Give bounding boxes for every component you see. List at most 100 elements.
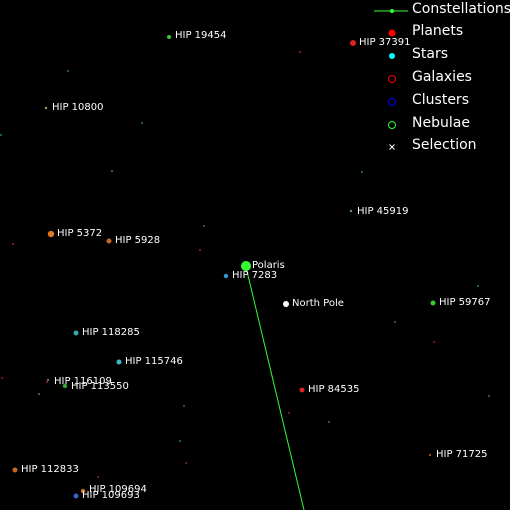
sky-object[interactable]: Polaris xyxy=(241,260,285,271)
constellation-line xyxy=(245,266,305,510)
faint-star xyxy=(12,243,14,245)
star-marker[interactable] xyxy=(106,238,112,244)
star-marker[interactable] xyxy=(12,467,18,473)
faint-star xyxy=(1,377,3,379)
star-label: HIP 5928 xyxy=(115,235,160,246)
star-label: HIP 7283 xyxy=(232,270,277,281)
faint-star xyxy=(288,412,290,414)
sky-object[interactable]: HIP 19454 xyxy=(167,30,227,41)
star-label: HIP 84535 xyxy=(308,384,360,395)
sky-object[interactable]: HIP 5928 xyxy=(106,235,161,246)
north-pole-marker[interactable] xyxy=(283,301,289,307)
faint-star xyxy=(199,249,201,251)
star-label: HIP 109694 xyxy=(89,484,147,495)
star-marker[interactable] xyxy=(73,330,79,336)
star-dot-icon xyxy=(389,53,395,59)
legend-label: Planets xyxy=(412,23,464,39)
background-stars xyxy=(0,51,490,478)
sky-object[interactable]: HIP 37391 xyxy=(350,37,411,48)
star-marker[interactable] xyxy=(350,40,356,46)
legend-label: Selection xyxy=(412,137,477,153)
planet-dot-icon xyxy=(388,29,396,37)
faint-star xyxy=(299,51,301,53)
constellation-line-icon xyxy=(374,9,408,13)
faint-star xyxy=(46,381,48,383)
legend-item-constellations[interactable]: Constellations xyxy=(370,0,510,22)
faint-star xyxy=(97,476,99,478)
star-marker[interactable] xyxy=(430,300,436,306)
faint-star xyxy=(183,405,185,407)
legend: Constellations Planets Stars Galaxies Cl… xyxy=(370,0,510,160)
legend-item-planets[interactable]: Planets xyxy=(370,22,510,44)
faint-star xyxy=(203,225,205,227)
star-marker[interactable] xyxy=(73,493,79,499)
star-marker-polaris[interactable] xyxy=(241,261,251,271)
legend-label: Clusters xyxy=(412,92,469,108)
star-label: HIP 45919 xyxy=(357,206,409,217)
legend-item-nebulae[interactable]: Nebulae xyxy=(370,114,510,136)
legend-label: Constellations xyxy=(412,1,510,17)
legend-item-galaxies[interactable]: Galaxies xyxy=(370,68,510,90)
sky-object[interactable]: HIP 10800 xyxy=(44,102,104,113)
sky-object[interactable]: HIP 118285 xyxy=(73,327,140,338)
sky-object[interactable]: HIP 71725 xyxy=(429,449,488,460)
galaxy-ring-icon xyxy=(388,75,396,83)
star-marker[interactable] xyxy=(44,106,48,110)
sky-object[interactable]: HIP 84535 xyxy=(299,384,360,395)
star-label: HIP 71725 xyxy=(436,449,488,460)
star-marker[interactable] xyxy=(47,230,55,238)
legend-item-selection[interactable]: Selection xyxy=(370,136,510,158)
faint-star xyxy=(0,134,2,136)
faint-star xyxy=(179,440,181,442)
legend-item-stars[interactable]: Stars xyxy=(370,45,510,67)
star-marker[interactable] xyxy=(47,379,49,381)
sky-object[interactable]: HIP 7283 xyxy=(223,270,277,281)
star-marker[interactable] xyxy=(223,273,229,279)
star-label: HIP 116109 xyxy=(54,376,112,387)
faint-star xyxy=(361,171,363,173)
star-label: HIP 115746 xyxy=(125,356,183,367)
faint-star xyxy=(328,421,330,423)
legend-label: Galaxies xyxy=(412,69,472,85)
nebula-ring-icon xyxy=(388,121,396,129)
sky-object[interactable]: HIP 45919 xyxy=(349,206,409,217)
sky-object[interactable]: HIP 59767 xyxy=(430,297,491,308)
legend-item-clusters[interactable]: Clusters xyxy=(370,91,510,113)
faint-star xyxy=(111,170,113,172)
star-marker[interactable] xyxy=(167,35,171,39)
selection-cross-icon xyxy=(389,144,395,150)
faint-star xyxy=(488,395,490,397)
star-marker[interactable] xyxy=(80,488,86,494)
sky-object[interactable]: North Pole xyxy=(283,298,344,309)
star-label: HIP 37391 xyxy=(359,37,411,48)
star-marker[interactable] xyxy=(62,383,68,389)
star-label: HIP 113550 xyxy=(71,381,129,392)
faint-star xyxy=(67,70,69,72)
star-marker[interactable] xyxy=(349,209,353,213)
star-label: HIP 118285 xyxy=(82,327,140,338)
sky-object[interactable]: HIP 109693 xyxy=(73,490,140,501)
legend-label: Stars xyxy=(412,46,449,62)
star-marker[interactable] xyxy=(116,359,122,365)
star-label: HIP 10800 xyxy=(52,102,104,113)
sky-object[interactable]: HIP 113550 xyxy=(62,381,129,392)
faint-star xyxy=(433,341,435,343)
sky-object[interactable]: HIP 109694 xyxy=(80,484,147,495)
star-marker[interactable] xyxy=(299,387,305,393)
star-marker[interactable] xyxy=(429,454,431,456)
legend-label: Nebulae xyxy=(412,115,470,131)
sky-object[interactable]: HIP 5372 xyxy=(47,228,102,239)
faint-star xyxy=(38,393,40,395)
star-label: HIP 19454 xyxy=(175,30,227,41)
cluster-ring-icon xyxy=(388,98,396,106)
sky-object[interactable]: HIP 115746 xyxy=(116,356,183,367)
sky-object[interactable]: HIP 116109 xyxy=(47,376,112,387)
faint-star xyxy=(477,285,479,287)
faint-star xyxy=(394,321,396,323)
sky-object[interactable]: HIP 112833 xyxy=(12,464,79,475)
star-label: HIP 112833 xyxy=(21,464,79,475)
faint-star xyxy=(141,122,143,124)
faint-star xyxy=(185,462,187,464)
star-label: HIP 59767 xyxy=(439,297,491,308)
